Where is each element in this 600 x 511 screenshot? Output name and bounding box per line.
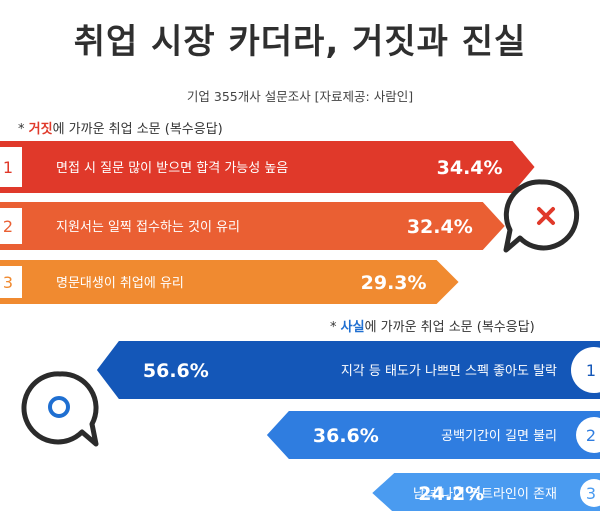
fact-rank-badge-3 — [580, 479, 600, 507]
section-fact-suffix: 에 가까운 취업 소문 (복수응답) — [364, 320, 535, 335]
fact-bar-1 — [96, 341, 600, 399]
false-bar-label-1: 면접 시 질문 많이 받으면 합격 가능성 높음 — [56, 161, 288, 176]
false-rank-2: 2 — [3, 217, 13, 236]
fact-bar-label-1: 지각 등 태도가 나쁘면 스펙 좋아도 탈락 — [341, 364, 557, 379]
false-rank-badge-1 — [0, 147, 22, 187]
fact-bar-value-2: 36.6% — [313, 425, 379, 447]
fact-bar-value-1: 56.6% — [143, 360, 209, 382]
section-fact-word: 사실 — [340, 320, 365, 335]
section-fact-label: * 사실에 가까운 취업 소문 (복수응답) — [330, 316, 535, 335]
false-bar-label-2: 지원서는 일찍 접수하는 것이 유리 — [56, 220, 240, 235]
section-false-suffix: 에 가까운 취업 소문 (복수응답) — [52, 122, 223, 137]
fact-rank-badge-1 — [571, 347, 600, 393]
fact-rank-3: 3 — [586, 484, 596, 503]
false-bar-value-2: 32.4% — [407, 216, 473, 238]
section-false-label: * 거짓에 가까운 취업 소문 (복수응답) — [18, 118, 223, 137]
false-rank-1: 1 — [3, 158, 13, 177]
false-bar-3 — [0, 260, 459, 304]
false-rank-badge-3 — [0, 266, 22, 298]
false-rank-3: 3 — [3, 273, 13, 292]
section-false-word: 거짓 — [28, 122, 53, 137]
page-title: 취업 시장 카더라, 거짓과 진실 — [73, 22, 527, 62]
false-bar-label-3: 명문대생이 취업에 유리 — [56, 276, 184, 291]
false-bar-1 — [0, 141, 535, 193]
fact-rank-badge-2 — [576, 417, 600, 453]
fact-bar-3 — [372, 473, 600, 511]
fact-bar-label-3: 남녀 나이 커트라인이 존재 — [413, 487, 557, 502]
x-mark-bubble-icon — [503, 179, 580, 253]
fact-bar-2 — [266, 411, 600, 459]
circle-o-bubble-icon — [21, 371, 99, 447]
section-false-prefix: * — [18, 122, 29, 137]
x-mark-icon-stroke-2 — [537, 207, 555, 225]
false-bar-2 — [0, 202, 505, 250]
fact-bar-value-3: 24.2% — [418, 483, 484, 505]
page-subtitle: 기업 355개사 설문조사 [자료제공: 사람인] — [186, 89, 414, 104]
fact-rank-1: 1 — [586, 361, 596, 380]
fact-bar-label-2: 공백기간이 길면 불리 — [441, 429, 557, 444]
fact-rank-2: 2 — [586, 426, 596, 445]
circle-o-icon — [48, 396, 70, 418]
false-rank-badge-2 — [0, 208, 22, 244]
false-bar-value-3: 29.3% — [361, 272, 427, 294]
section-fact-prefix: * — [330, 320, 341, 335]
false-bar-value-1: 34.4% — [437, 157, 503, 179]
